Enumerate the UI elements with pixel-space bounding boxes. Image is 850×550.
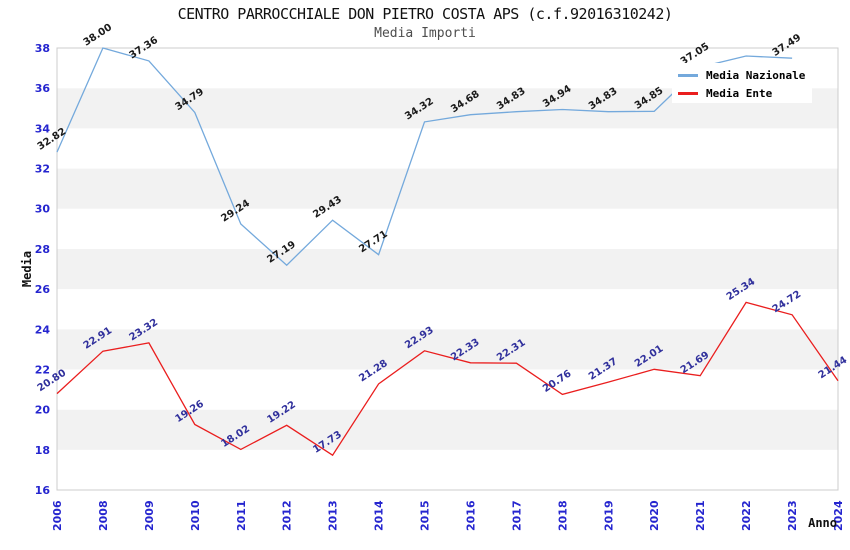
x-tick-label: 2017 [510, 500, 523, 531]
x-tick-label: 2023 [786, 500, 799, 531]
x-tick-label: 2020 [648, 500, 661, 531]
media-ente-line-swatch-icon [678, 91, 698, 95]
x-tick-label: 2010 [189, 500, 202, 531]
grid-band [57, 289, 838, 330]
y-tick-label: 18 [35, 444, 50, 457]
x-tick-label: 2013 [327, 500, 340, 531]
y-tick-label: 16 [35, 484, 51, 497]
y-tick-label: 32 [35, 163, 50, 176]
x-tick-label: 2018 [556, 500, 569, 531]
x-tick-label: 2015 [419, 500, 432, 531]
grid-band [57, 409, 838, 450]
x-tick-label: 2008 [97, 500, 110, 531]
legend-label: Media Ente [706, 86, 773, 100]
grid-band [57, 329, 838, 370]
grid-band [57, 248, 838, 290]
x-tick-label: 2014 [373, 500, 386, 531]
plot-frame [56, 47, 839, 491]
grid-band [57, 449, 838, 490]
y-tick-label: 26 [35, 283, 51, 296]
grid-band [57, 168, 838, 209]
x-tick-label: 2021 [694, 500, 707, 531]
grid-band [57, 208, 838, 249]
y-tick-label: 24 [35, 323, 51, 336]
media-nazionale-line-swatch-icon [678, 73, 698, 77]
y-tick-label: 28 [35, 243, 50, 256]
x-tick-label: 2012 [281, 500, 294, 531]
legend-item-media-ente: Media Ente [678, 84, 812, 102]
legend-label: Media Nazionale [706, 68, 806, 82]
grid-band [57, 369, 838, 410]
grid-band [57, 128, 838, 169]
chart-title: CENTRO PARROCCHIALE DON PIETRO COSTA APS… [177, 5, 673, 23]
x-tick-label: 2016 [464, 500, 477, 531]
x-tick-label: 2024 [832, 500, 845, 531]
x-tick-label: 2019 [602, 500, 615, 531]
y-axis-title: Media [20, 250, 34, 288]
legend: Media Nazionale Media Ente [672, 63, 812, 103]
y-tick-label: 20 [35, 404, 51, 417]
y-tick-label: 38 [35, 42, 50, 55]
x-tick-label: 2009 [143, 500, 156, 531]
chart-subtitle: Media Importi [374, 26, 476, 41]
y-tick-label: 22 [35, 363, 50, 376]
y-tick-label: 30 [35, 203, 51, 216]
series-line-media-nazionale [56, 47, 793, 267]
y-tick-label: 34 [35, 122, 51, 135]
x-axis-title: Anno [808, 516, 837, 530]
x-tick-label: 2022 [740, 500, 753, 531]
series-line-media-ente [56, 301, 839, 457]
legend-item-media-nazionale: Media Nazionale [678, 66, 812, 84]
x-tick-label: 2011 [235, 500, 248, 531]
y-tick-label: 36 [35, 82, 51, 95]
x-tick-label: 2006 [51, 500, 64, 531]
